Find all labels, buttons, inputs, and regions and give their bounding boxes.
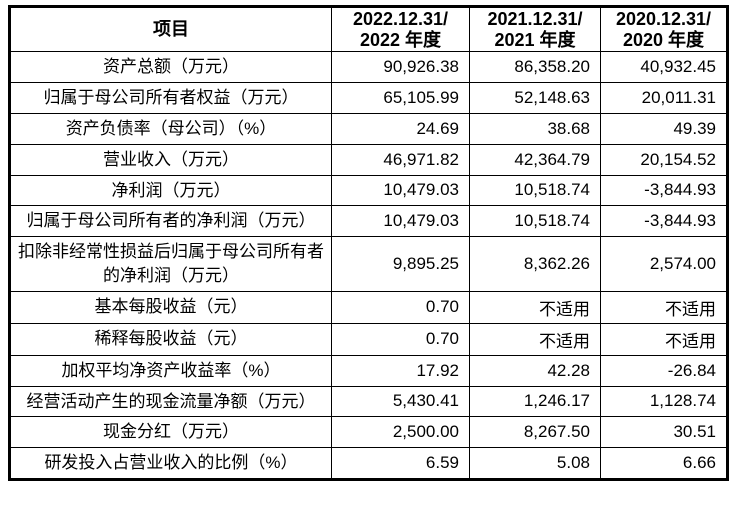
row-value: 5,430.41 (331, 385, 470, 418)
column-header-2020: 2020.12.31/ 2020 年度 (600, 5, 728, 53)
table-row: 经营活动产生的现金流量净额（万元） 5,430.41 1,246.17 1,128.7… (9, 385, 728, 418)
table-row: 现金分红（万元） 2,500.00 8,267.50 30.51 (9, 416, 728, 449)
row-value: 86,358.20 (469, 51, 601, 84)
table-header-row: 项目 2022.12.31/ 2022 年度 2021.12.31/ 2021 … (9, 5, 728, 53)
row-label: 基本每股收益（元） (9, 290, 332, 324)
row-label: 加权平均净资产收益率（%） (9, 354, 332, 387)
table-row: 资产总额（万元） 90,926.38 86,358.20 40,932.45 (9, 51, 728, 84)
row-value: -26.84 (600, 354, 728, 387)
row-value: 不适用 (469, 290, 601, 324)
row-value: 10,479.03 (331, 205, 470, 238)
row-label: 归属于母公司所有者的净利润（万元） (9, 205, 332, 238)
row-value: 5.08 (469, 447, 601, 480)
row-value: -3,844.93 (600, 205, 728, 238)
row-label: 营业收入（万元） (9, 143, 332, 176)
row-value: 65,105.99 (331, 82, 470, 114)
row-value: -3,844.93 (600, 174, 728, 207)
column-header-2022: 2022.12.31/ 2022 年度 (331, 5, 470, 53)
row-value: 不适用 (469, 322, 601, 356)
row-value: 42.28 (469, 354, 601, 387)
row-value: 20,011.31 (600, 82, 728, 114)
row-value: 10,479.03 (331, 174, 470, 207)
row-label: 资产负债率（母公司）（%） (9, 112, 332, 145)
row-value: 0.70 (331, 290, 470, 324)
row-label: 净利润（万元） (9, 174, 332, 207)
row-value: 2,500.00 (331, 416, 470, 449)
row-value: 40,932.45 (600, 51, 728, 84)
row-value: 不适用 (600, 290, 728, 324)
row-label: 归属于母公司所有者权益（万元） (9, 82, 332, 114)
row-label: 经营活动产生的现金流量净额（万元） (9, 385, 332, 418)
row-value: 1,128.74 (600, 385, 728, 418)
row-value: 24.69 (331, 112, 470, 145)
table-body: 资产总额（万元） 90,926.38 86,358.20 40,932.45 归属于母公… (9, 51, 728, 480)
row-value: 8,267.50 (469, 416, 601, 449)
row-label: 资产总额（万元） (9, 51, 332, 84)
column-header-2021: 2021.12.31/ 2021 年度 (469, 5, 601, 53)
row-label: 现金分红（万元） (9, 416, 332, 449)
row-label: 研发投入占营业收入的比例（%） (9, 447, 332, 480)
row-value: 49.39 (600, 112, 728, 145)
row-value: 17.92 (331, 354, 470, 387)
row-value: 1,246.17 (469, 385, 601, 418)
row-value: 38.68 (469, 112, 601, 145)
row-value: 2,574.00 (600, 236, 728, 292)
row-value: 52,148.63 (469, 82, 601, 114)
column-header-item: 项目 (9, 5, 332, 53)
table-row: 归属于母公司所有者权益（万元） 65,105.99 52,148.63 20,011.… (9, 82, 728, 114)
row-value: 30.51 (600, 416, 728, 449)
row-label: 稀释每股收益（元） (9, 322, 332, 356)
row-value: 不适用 (600, 322, 728, 356)
row-value: 42,364.79 (469, 143, 601, 176)
table-row: 稀释每股收益（元） 0.70 不适用 不适用 (9, 322, 728, 356)
row-value: 9,895.25 (331, 236, 470, 292)
table-row: 研发投入占营业收入的比例（%） 6.59 5.08 6.66 (9, 447, 728, 480)
document-page: 项目 2022.12.31/ 2022 年度 2021.12.31/ 2021 … (8, 5, 729, 481)
table-row: 扣除非经常性损益后归属于母公司所有者的净利润（万元） 9,895.25 8,362.… (9, 236, 728, 292)
table-row: 资产负债率（母公司）（%） 24.69 38.68 49.39 (9, 112, 728, 145)
row-value: 46,971.82 (331, 143, 470, 176)
row-value: 6.66 (600, 447, 728, 480)
row-value: 20,154.52 (600, 143, 728, 176)
row-value: 6.59 (331, 447, 470, 480)
table-row: 加权平均净资产收益率（%） 17.92 42.28 -26.84 (9, 354, 728, 387)
row-value: 10,518.74 (469, 174, 601, 207)
table-row: 营业收入（万元） 46,971.82 42,364.79 20,154.52 (9, 143, 728, 176)
table-row: 基本每股收益（元） 0.70 不适用 不适用 (9, 290, 728, 324)
row-value: 90,926.38 (331, 51, 470, 84)
table-row: 净利润（万元） 10,479.03 10,518.74 -3,844.93 (9, 174, 728, 207)
row-value: 0.70 (331, 322, 470, 356)
table-row: 归属于母公司所有者的净利润（万元） 10,479.03 10,518.74 -3,84… (9, 205, 728, 238)
row-label: 扣除非经常性损益后归属于母公司所有者的净利润（万元） (9, 236, 332, 292)
row-value: 10,518.74 (469, 205, 601, 238)
row-value: 8,362.26 (469, 236, 601, 292)
financial-summary-table: 项目 2022.12.31/ 2022 年度 2021.12.31/ 2021 … (8, 5, 729, 481)
